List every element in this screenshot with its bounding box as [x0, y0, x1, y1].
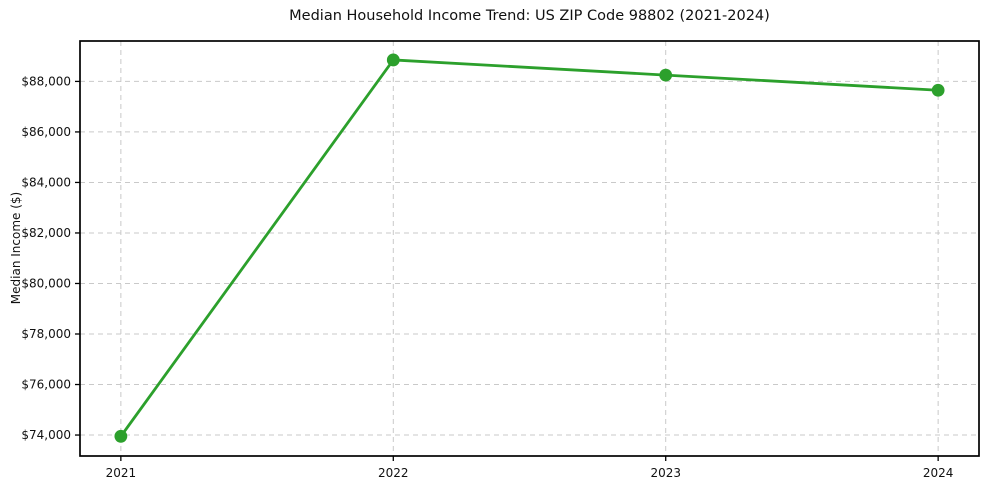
- x-tick-label: 2023: [650, 466, 681, 480]
- y-tick-label: $82,000: [21, 226, 71, 240]
- data-point-marker: [931, 83, 945, 97]
- x-tick-label: 2024: [923, 466, 954, 480]
- y-tick-label: $74,000: [21, 428, 71, 442]
- y-tick-label: $78,000: [21, 327, 71, 341]
- y-tick-label: $86,000: [21, 125, 71, 139]
- x-tick-label: 2021: [106, 466, 137, 480]
- chart-title: Median Household Income Trend: US ZIP Co…: [289, 8, 770, 24]
- y-tick-label: $84,000: [21, 175, 71, 189]
- y-tick-label: $76,000: [21, 378, 71, 392]
- y-tick-label: $88,000: [21, 74, 71, 88]
- data-point-marker: [114, 429, 128, 443]
- x-tick-label: 2022: [378, 466, 409, 480]
- plot-border: [79, 40, 980, 457]
- y-tick-label: $80,000: [21, 276, 71, 290]
- trend-line: [119, 58, 940, 438]
- data-point-marker: [386, 53, 400, 67]
- y-axis-label: Median Income ($): [9, 191, 23, 305]
- data-point-marker: [659, 68, 673, 82]
